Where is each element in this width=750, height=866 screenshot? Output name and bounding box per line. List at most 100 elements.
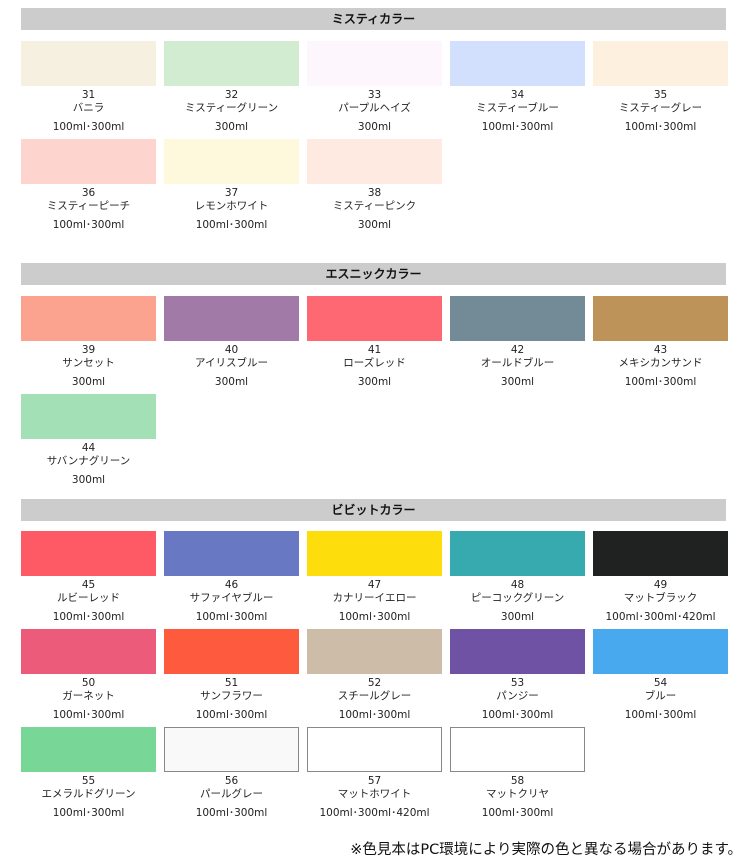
color-sizes: 300ml	[214, 376, 249, 388]
color-item: 51 サンフラワー 100ml･300ml	[164, 629, 299, 727]
color-sizes: 100ml･300ml	[52, 611, 125, 623]
color-sizes: 100ml･300ml	[338, 611, 411, 623]
color-name: パールグレー	[200, 788, 263, 800]
color-swatch	[450, 41, 585, 86]
color-number: 33	[367, 89, 382, 101]
section-header: ビビットカラー	[21, 499, 726, 521]
color-swatch	[593, 629, 728, 674]
color-item: 47 カナリーイエロー 100ml･300ml	[307, 531, 442, 629]
section-header: エスニックカラー	[21, 263, 726, 285]
color-item: 39 サンセット 300ml	[21, 296, 156, 394]
color-sizes: 100ml･300ml	[624, 709, 697, 721]
color-item: 33 パープルヘイズ 300ml	[307, 41, 442, 139]
color-name: バニラ	[72, 102, 105, 114]
color-sizes: 100ml･300ml･420ml	[605, 611, 716, 623]
color-item: 38 ミスティーピンク 300ml	[307, 139, 442, 237]
color-name: スチールグレー	[337, 690, 412, 702]
color-swatch	[164, 296, 299, 341]
swatch-grid: 31 バニラ 100ml･300ml 32 ミスティーグリーン 300ml 33 パープルヘイ…	[21, 41, 728, 237]
color-item: 37 レモンホワイト 100ml･300ml	[164, 139, 299, 237]
color-name: オールドブルー	[480, 357, 555, 369]
color-swatch	[21, 41, 156, 86]
color-number: 47	[367, 579, 382, 591]
color-swatch	[21, 139, 156, 184]
color-number: 43	[653, 344, 668, 356]
color-swatch	[450, 727, 585, 772]
color-name: サンフラワー	[200, 690, 263, 702]
color-item: 49 マットブラック 100ml･300ml･420ml	[593, 531, 728, 629]
color-swatch	[164, 41, 299, 86]
color-number: 52	[367, 677, 382, 689]
color-section: ミスティカラー 31 バニラ 100ml･300ml 32 ミスティーグリーン 300ml 3…	[21, 8, 728, 231]
color-number: 38	[367, 187, 382, 199]
color-item: 43 メキシカンサンド 100ml･300ml	[593, 296, 728, 394]
color-item: 50 ガーネット 100ml･300ml	[21, 629, 156, 727]
color-sizes: 300ml	[357, 376, 392, 388]
color-number: 34	[510, 89, 525, 101]
color-number: 42	[510, 344, 525, 356]
color-swatch	[307, 531, 442, 576]
color-sizes: 100ml･300ml	[195, 611, 268, 623]
color-item: 52 スチールグレー 100ml･300ml	[307, 629, 442, 727]
color-number: 48	[510, 579, 525, 591]
color-name: ミスティーピーチ	[46, 200, 131, 212]
color-number: 49	[653, 579, 668, 591]
color-number: 56	[224, 775, 239, 787]
color-item: 35 ミスティーグレー 100ml･300ml	[593, 41, 728, 139]
color-sizes: 100ml･300ml	[195, 807, 268, 819]
color-name: サファイヤブルー	[189, 592, 274, 604]
color-swatch	[21, 531, 156, 576]
color-number: 35	[653, 89, 668, 101]
color-number: 51	[224, 677, 239, 689]
color-item: 31 バニラ 100ml･300ml	[21, 41, 156, 139]
color-sizes: 300ml	[357, 219, 392, 231]
color-sizes: 300ml	[357, 121, 392, 133]
color-sizes: 100ml･300ml･420ml	[319, 807, 430, 819]
color-sizes: 100ml･300ml	[52, 807, 125, 819]
color-sizes: 100ml･300ml	[195, 709, 268, 721]
color-number: 54	[653, 677, 668, 689]
color-name: マットホワイト	[337, 788, 412, 800]
color-swatch	[450, 296, 585, 341]
color-sizes: 300ml	[214, 121, 249, 133]
color-name: ルビーレッド	[57, 592, 120, 604]
color-number: 57	[367, 775, 382, 787]
color-item: 32 ミスティーグリーン 300ml	[164, 41, 299, 139]
color-name: ガーネット	[62, 690, 115, 702]
color-number: 55	[81, 775, 96, 787]
color-section: ビビットカラー 45 ルビーレッド 100ml･300ml 46 サファイヤブルー 100m…	[21, 499, 728, 819]
color-number: 45	[81, 579, 96, 591]
color-number: 32	[224, 89, 239, 101]
color-number: 40	[224, 344, 239, 356]
color-sizes: 100ml･300ml	[52, 709, 125, 721]
color-sizes: 100ml･300ml	[481, 121, 554, 133]
color-number: 31	[81, 89, 96, 101]
color-name: ミスティーブルー	[476, 102, 559, 114]
color-name: カナリーイエロー	[332, 592, 417, 604]
color-sizes: 300ml	[71, 474, 106, 486]
color-name: パンジー	[496, 690, 539, 702]
swatch-grid: 45 ルビーレッド 100ml･300ml 46 サファイヤブルー 100ml･300ml…	[21, 531, 728, 825]
color-number: 53	[510, 677, 525, 689]
color-sizes: 100ml･300ml	[52, 219, 125, 231]
color-item: 56 パールグレー 100ml･300ml	[164, 727, 299, 825]
color-swatch	[593, 41, 728, 86]
color-name: マットブラック	[623, 592, 698, 604]
color-number: 41	[367, 344, 382, 356]
color-sizes: 100ml･300ml	[52, 121, 125, 133]
color-name: ミスティーピンク	[332, 200, 417, 212]
color-name: マットクリヤ	[486, 788, 549, 800]
color-sizes: 100ml･300ml	[624, 376, 697, 388]
color-name: レモンホワイト	[194, 200, 269, 212]
color-swatch	[21, 629, 156, 674]
color-number: 36	[81, 187, 96, 199]
color-swatch	[307, 727, 442, 772]
color-sizes: 300ml	[71, 376, 106, 388]
color-swatch	[164, 727, 299, 772]
color-swatch	[164, 531, 299, 576]
color-name: サバンナグリーン	[46, 455, 131, 467]
color-number: 44	[81, 442, 96, 454]
color-sizes: 100ml･300ml	[624, 121, 697, 133]
color-sizes: 100ml･300ml	[195, 219, 268, 231]
color-swatch	[164, 629, 299, 674]
